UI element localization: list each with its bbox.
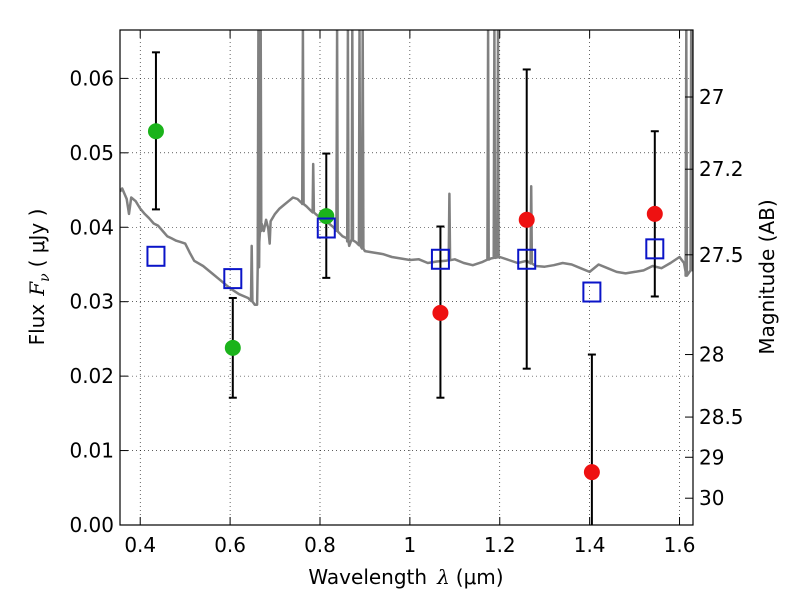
green-data-point bbox=[318, 208, 335, 225]
model-spectrum bbox=[120, 30, 693, 306]
model-photometry-box bbox=[146, 245, 166, 267]
x-tick-label: 1.4 bbox=[574, 533, 606, 557]
y-tick-label: 0.04 bbox=[69, 215, 114, 239]
x-tick-label: 1.6 bbox=[664, 533, 696, 557]
y2-tick-label: 30 bbox=[699, 486, 724, 510]
y-tick-label: 0.01 bbox=[69, 439, 114, 463]
x-tick-label: 0.4 bbox=[124, 533, 156, 557]
x-tick-label: 0.8 bbox=[304, 533, 336, 557]
x-tick-label: 0.6 bbox=[214, 533, 246, 557]
y-tick-label: 0.00 bbox=[69, 513, 114, 537]
model-photometry-box bbox=[430, 248, 450, 270]
axis-ticks: 0.4 0.6 0.8 1 1.2 1.4 1.6 0.00 0.01 0.02 0.03 0.04 0… bbox=[69, 30, 744, 557]
y-tick-label: 0.03 bbox=[69, 290, 114, 314]
red-data-point bbox=[518, 211, 535, 228]
y-tick-label: 0.06 bbox=[69, 66, 114, 90]
model-photometry-box bbox=[517, 248, 537, 270]
spectrum-line bbox=[120, 30, 693, 306]
model-photometry-box bbox=[223, 268, 243, 290]
y2-tick-label: 27.2 bbox=[699, 157, 744, 181]
y-tick-label: 0.05 bbox=[69, 141, 114, 165]
model-photometry-box bbox=[645, 238, 665, 260]
y2-tick-label: 29 bbox=[699, 445, 724, 469]
plot-area bbox=[120, 30, 693, 525]
model-photometry-box bbox=[316, 217, 336, 239]
plot-frame bbox=[119, 29, 694, 526]
x-tick-label: 1.2 bbox=[484, 533, 516, 557]
model-photometry-box bbox=[582, 281, 602, 303]
y2-tick-label: 27 bbox=[699, 85, 724, 109]
red-data-point bbox=[583, 464, 600, 481]
y2-tick-label: 28.5 bbox=[699, 405, 744, 429]
grid-lines bbox=[120, 30, 693, 526]
green-data-point bbox=[224, 339, 241, 356]
red-data-point bbox=[646, 205, 663, 222]
y2-axis-label: Magnitude (AB) bbox=[755, 199, 779, 354]
green-data-point bbox=[147, 123, 164, 140]
y-tick-label: 0.02 bbox=[69, 364, 114, 388]
x-tick-label: 1 bbox=[404, 533, 417, 557]
y-axis-label: FluxFν( μJy ) bbox=[25, 209, 53, 346]
red-data-point bbox=[432, 304, 449, 321]
data-markers bbox=[146, 123, 665, 481]
y2-tick-label: 28 bbox=[699, 343, 724, 367]
x-axis-label: Wavelength λ (μm) bbox=[308, 565, 503, 589]
y2-tick-label: 27.5 bbox=[699, 243, 744, 267]
